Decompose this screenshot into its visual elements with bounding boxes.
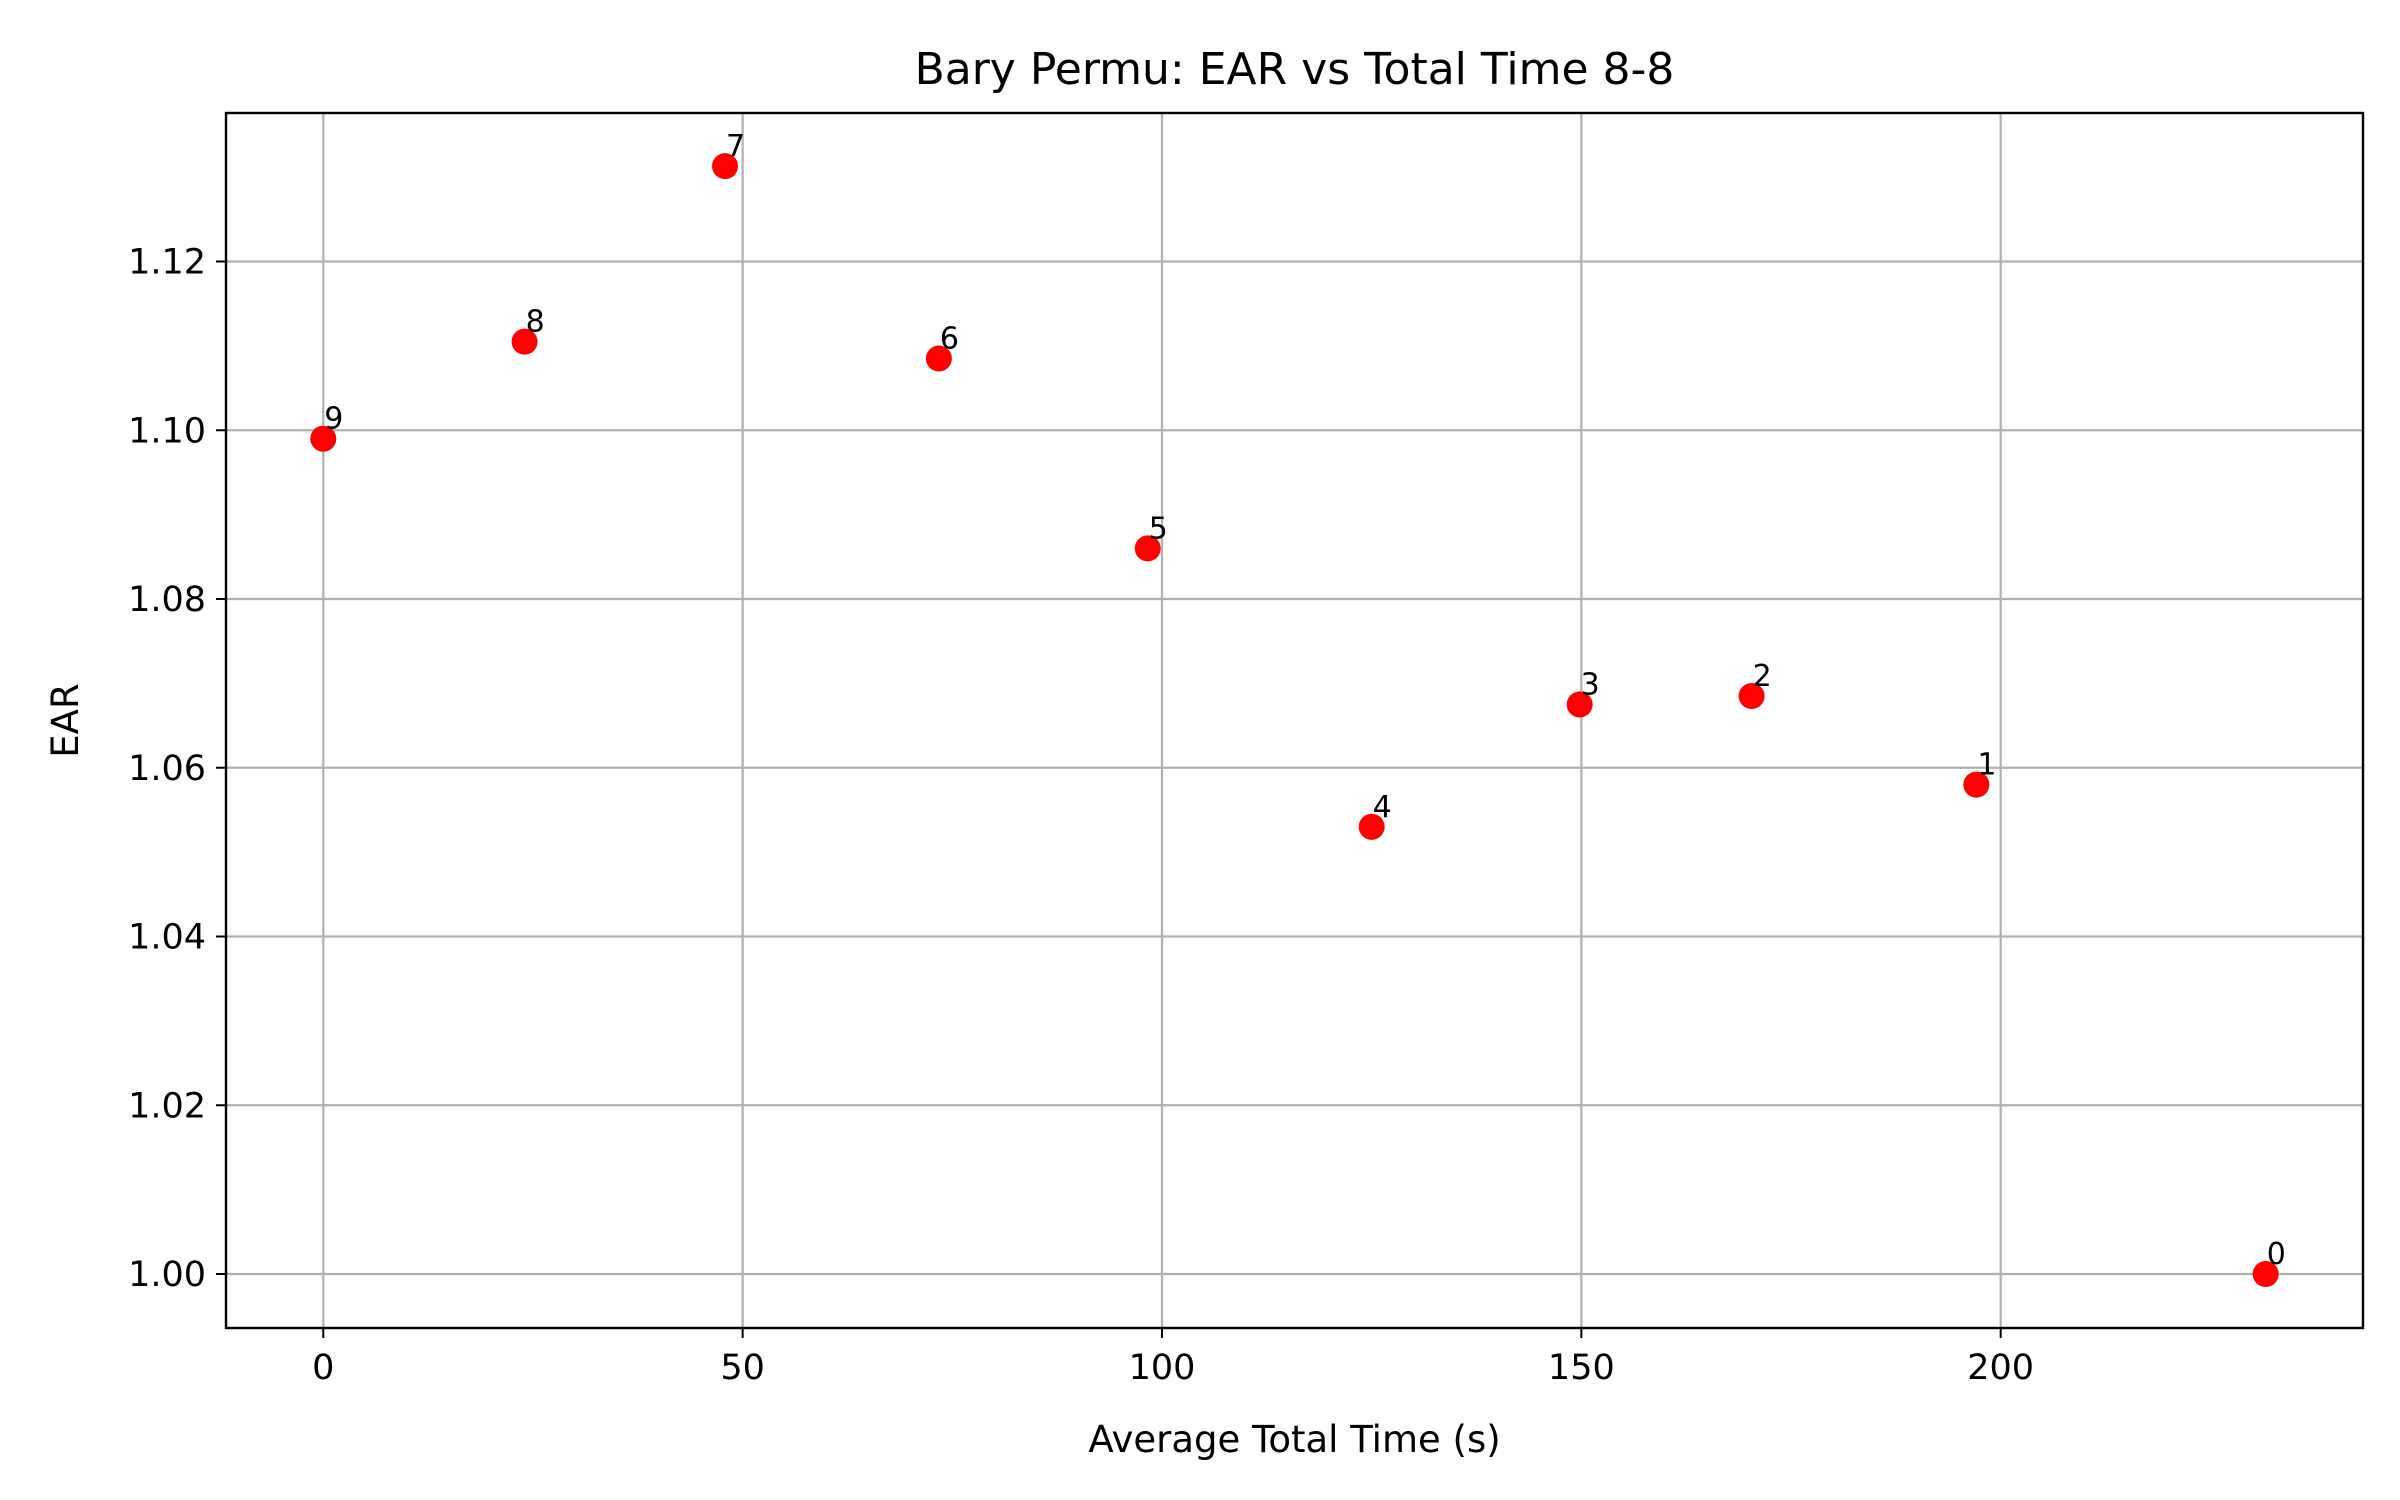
x-tick-label: 50 [720,1348,765,1388]
point-label-8: 8 [526,305,545,340]
y-axis-label: EAR [44,683,87,757]
y-tick-label: 1.08 [128,580,206,620]
point-label-5: 5 [1149,511,1168,546]
point-label-6: 6 [940,322,959,357]
plot-frame [224,111,2365,1330]
data-point-8 [511,328,538,355]
point-label-3: 3 [1581,667,1600,702]
chart-title: Bary Permu: EAR vs Total Time 8-8 [915,44,1675,95]
data-point-7 [712,153,739,180]
point-label-4: 4 [1373,790,1392,825]
x-tick-label: 100 [1129,1348,1196,1388]
data-point-9 [310,425,337,452]
grid [226,113,2363,1328]
y-tick-label: 1.02 [128,1086,206,1126]
point-label-7: 7 [726,129,745,164]
data-point-1 [1963,771,1990,798]
x-axis-label: Average Total Time (s) [1088,1418,1500,1461]
point-label-0: 0 [2267,1237,2286,1272]
y-tick-label: 1.12 [128,243,206,283]
data-point-5 [1134,535,1161,562]
y-tick-label: 1.00 [128,1255,206,1295]
data-point-3 [1566,691,1593,718]
x-tick-label: 0 [312,1348,334,1388]
y-tick-label: 1.04 [128,918,206,958]
y-tick-label: 1.10 [128,411,206,451]
ticks: 0 50 100 150 200 1.00 1.02 1.04 1.06 1.08 1.10 1.12 [128,243,2034,1389]
point-label-2: 2 [1753,659,1772,694]
data-point-6 [925,345,952,372]
point-label-9: 9 [324,402,343,437]
data-point-4 [1358,813,1385,840]
data-point-0 [2252,1261,2279,1287]
data-point-2 [1738,683,1765,710]
data-points: 0 1 2 3 4 5 6 7 8 9 [310,129,2286,1287]
point-label-1: 1 [1977,748,1996,783]
x-tick-label: 200 [1967,1348,2034,1388]
y-tick-label: 1.06 [128,749,206,789]
x-tick-label: 150 [1548,1348,1615,1388]
